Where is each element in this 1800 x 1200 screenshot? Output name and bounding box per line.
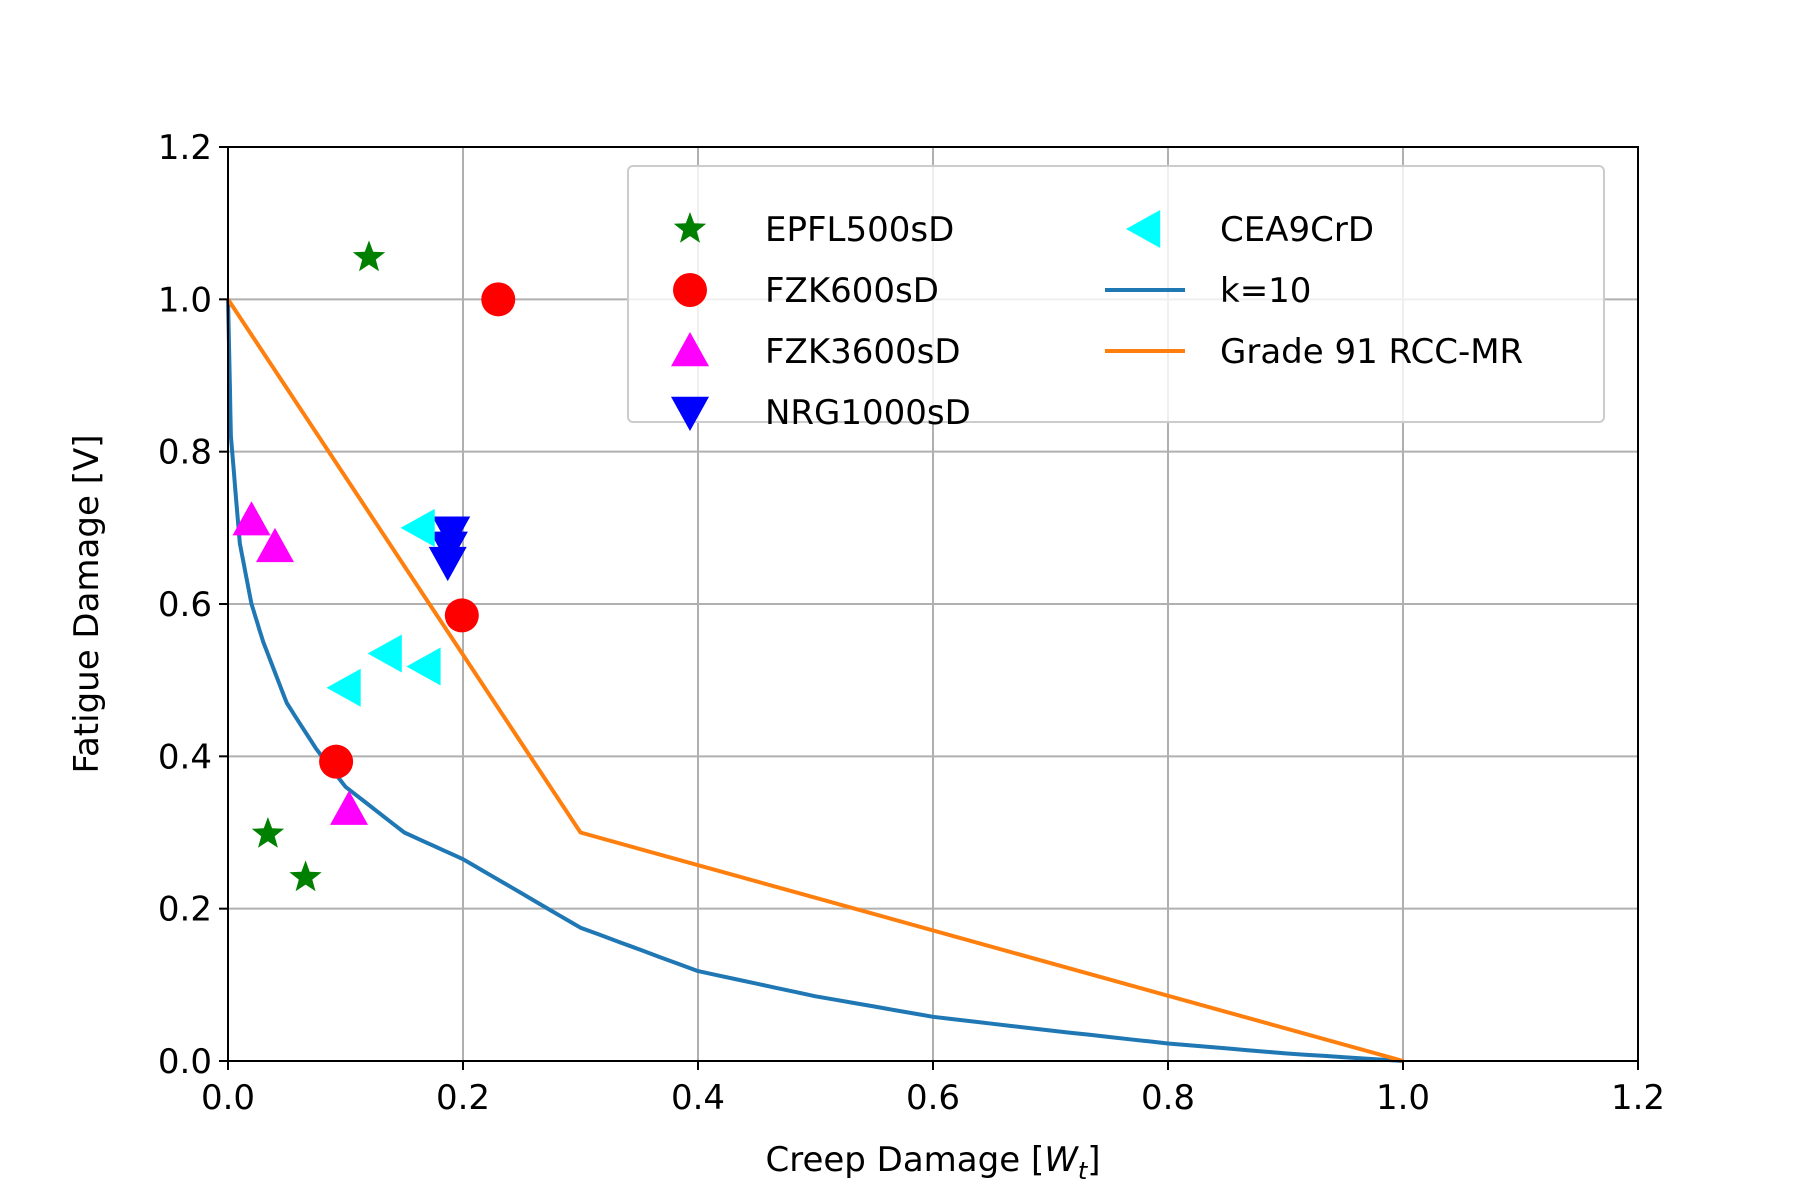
x-axis-label: Creep Damage [Wt] (765, 1140, 1100, 1185)
legend-label-cea9crd: CEA9CrD (1220, 210, 1374, 250)
point-fzk3600sd (330, 790, 369, 825)
point-nrg1000sd (428, 546, 467, 582)
legend-label-nrg1000sd: NRG1000sD (765, 393, 971, 433)
x-tick-label: 0.0 (201, 1078, 255, 1118)
y-tick-label: 0.8 (158, 433, 212, 473)
point-cea9crd (367, 634, 402, 673)
y-tick-label: 1.0 (158, 280, 212, 320)
y-tick-label: 1.2 (158, 128, 212, 168)
legend-marker-nrg1000sd (671, 396, 709, 431)
point-fzk600sd (319, 744, 354, 779)
point-fzk600sd (481, 282, 516, 317)
x-tick-label: 0.8 (1141, 1078, 1195, 1118)
plot-markers (232, 240, 516, 892)
legend-marker-cea9crd (1126, 210, 1161, 248)
x-tick-label: 0.2 (436, 1078, 490, 1118)
legend-label-fzk600sd: FZK600sD (765, 271, 939, 311)
legend-box (627, 165, 1605, 423)
point-cea9crd (406, 647, 441, 686)
point-cea9crd (400, 508, 435, 547)
point-cea9crd (326, 668, 361, 707)
point-fzk600sd (444, 598, 479, 633)
point-fzk3600sd (232, 501, 271, 536)
point-epfl500sd (352, 240, 386, 272)
legend-label-fzk3600sd: FZK3600sD (765, 332, 961, 372)
legend: EPFL500sD FZK600sD FZK3600sD NRG1000sD CEA9C… (627, 165, 1605, 433)
y-tick-label: 0.4 (158, 737, 212, 777)
x-tick-label: 0.4 (671, 1078, 725, 1118)
y-tick-label: 0.0 (158, 1042, 212, 1082)
point-epfl500sd (251, 817, 285, 848)
legend-label-k-10: k=10 (1220, 271, 1311, 311)
legend-marker-fzk3600sd (671, 332, 709, 367)
x-tick-label: 1.0 (1376, 1078, 1430, 1118)
point-epfl500sd (289, 860, 322, 892)
y-tick-label: 0.6 (158, 585, 212, 625)
ticks: 0.0 0.2 0.4 0.6 0.8 1.0 1.2 0.0 0.2 0.4 0.6 0.8 1.0 1… (158, 128, 1665, 1118)
legend-label-epfl500sd: EPFL500sD (765, 210, 954, 250)
point-fzk3600sd (256, 527, 294, 563)
series-line-grade-91-rcc-mr (226, 298, 1404, 1063)
y-tick-label: 0.2 (158, 890, 212, 930)
x-tick-label: 0.6 (906, 1078, 960, 1118)
x-tick-label: 1.2 (1611, 1078, 1665, 1118)
legend-marker-epfl500sd (673, 212, 707, 243)
series-line-k-10 (226, 299, 1404, 1063)
legend-label-grade-91-rcc-mr: Grade 91 RCC-MR (1220, 332, 1523, 372)
y-axis-label: Fatigue Damage [V] (67, 435, 107, 774)
plot-lines (226, 298, 1404, 1063)
legend-marker-fzk600sd (673, 273, 707, 307)
